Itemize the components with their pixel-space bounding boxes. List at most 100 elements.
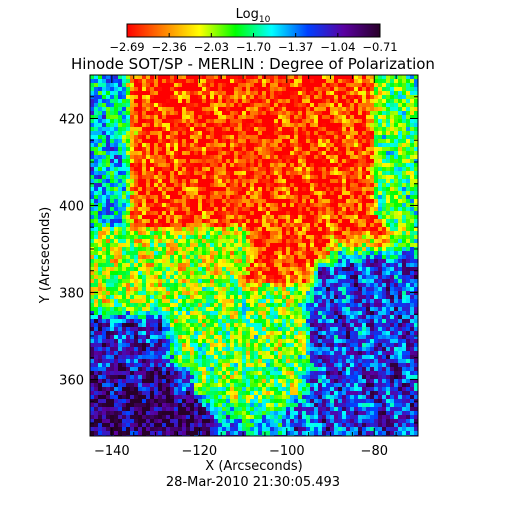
heatmap-cell bbox=[138, 143, 143, 148]
heatmap-cell bbox=[290, 87, 295, 92]
heatmap-cell bbox=[210, 159, 215, 164]
heatmap-cell bbox=[118, 259, 123, 264]
heatmap-cell bbox=[154, 211, 159, 216]
heatmap-cell bbox=[106, 255, 111, 260]
heatmap-cell bbox=[234, 123, 239, 128]
heatmap-cell bbox=[306, 267, 311, 272]
heatmap-cell bbox=[126, 279, 131, 284]
heatmap-cell bbox=[302, 127, 307, 132]
heatmap-cell bbox=[322, 251, 327, 256]
heatmap-cell bbox=[270, 183, 275, 188]
heatmap-cell bbox=[302, 103, 307, 108]
heatmap-cell bbox=[354, 251, 359, 256]
heatmap-cell bbox=[162, 103, 167, 108]
heatmap-cell bbox=[182, 255, 187, 260]
heatmap-cell bbox=[334, 207, 339, 212]
heatmap-cell bbox=[142, 311, 147, 316]
heatmap-cell bbox=[178, 151, 183, 156]
heatmap-cell bbox=[334, 199, 339, 204]
heatmap-cell bbox=[370, 179, 375, 184]
heatmap-cell bbox=[306, 215, 311, 220]
heatmap-cell bbox=[282, 107, 287, 112]
heatmap-cell bbox=[98, 303, 103, 308]
heatmap-cell bbox=[382, 131, 387, 136]
heatmap-cell bbox=[358, 143, 363, 148]
heatmap-cell bbox=[238, 183, 243, 188]
heatmap-cell bbox=[326, 303, 331, 308]
heatmap-cell bbox=[306, 127, 311, 132]
heatmap-cell bbox=[234, 263, 239, 268]
heatmap-cell bbox=[142, 123, 147, 128]
heatmap-cell bbox=[166, 119, 171, 124]
heatmap-cell bbox=[170, 167, 175, 172]
heatmap bbox=[90, 75, 418, 436]
heatmap-cell bbox=[254, 223, 259, 228]
heatmap-cell bbox=[306, 111, 311, 116]
heatmap-cell bbox=[162, 211, 167, 216]
heatmap-cell bbox=[258, 291, 263, 296]
heatmap-cell bbox=[330, 299, 335, 304]
heatmap-cell bbox=[414, 163, 418, 168]
heatmap-cell bbox=[390, 267, 395, 272]
heatmap-cell bbox=[242, 199, 247, 204]
heatmap-cell bbox=[126, 175, 131, 180]
heatmap-cell bbox=[322, 231, 327, 236]
heatmap-cell bbox=[278, 207, 283, 212]
heatmap-cell bbox=[378, 175, 383, 180]
heatmap-cell bbox=[134, 255, 139, 260]
heatmap-cell bbox=[406, 135, 411, 140]
heatmap-cell bbox=[414, 311, 418, 316]
heatmap-cell bbox=[310, 119, 315, 124]
heatmap-cell bbox=[182, 175, 187, 180]
heatmap-cell bbox=[322, 299, 327, 304]
heatmap-cell bbox=[102, 99, 107, 104]
heatmap-cell bbox=[370, 291, 375, 296]
heatmap-cell bbox=[162, 179, 167, 184]
heatmap-cell bbox=[142, 139, 147, 144]
heatmap-cell bbox=[122, 183, 127, 188]
heatmap-cell bbox=[138, 131, 143, 136]
heatmap-cell bbox=[134, 239, 139, 244]
heatmap-cell bbox=[206, 123, 211, 128]
heatmap-cell bbox=[102, 155, 107, 160]
heatmap-cell bbox=[254, 255, 259, 260]
heatmap-cell bbox=[382, 179, 387, 184]
heatmap-cell bbox=[390, 143, 395, 148]
heatmap-cell bbox=[194, 151, 199, 156]
heatmap-cell bbox=[282, 79, 287, 84]
heatmap-cell bbox=[306, 271, 311, 276]
heatmap-cell bbox=[146, 207, 151, 212]
heatmap-cell bbox=[154, 299, 159, 304]
heatmap-cell bbox=[310, 251, 315, 256]
heatmap-cell bbox=[150, 231, 155, 236]
heatmap-cell bbox=[354, 211, 359, 216]
heatmap-cell bbox=[286, 171, 291, 176]
heatmap-cell bbox=[262, 155, 267, 160]
heatmap-cell bbox=[138, 151, 143, 156]
heatmap-cell bbox=[314, 227, 319, 232]
heatmap-cell bbox=[358, 147, 363, 152]
heatmap-cell bbox=[246, 179, 251, 184]
heatmap-cell bbox=[318, 291, 323, 296]
heatmap-cell bbox=[254, 211, 259, 216]
heatmap-cell bbox=[98, 215, 103, 220]
heatmap-cell bbox=[130, 195, 135, 200]
heatmap-cell bbox=[266, 147, 271, 152]
heatmap-cell bbox=[146, 303, 151, 308]
heatmap-cell bbox=[278, 79, 283, 84]
heatmap-cell bbox=[102, 243, 107, 248]
heatmap-cell bbox=[94, 191, 99, 196]
heatmap-cell bbox=[282, 247, 287, 252]
heatmap-cell bbox=[266, 271, 271, 276]
heatmap-cell bbox=[154, 207, 159, 212]
heatmap-cell bbox=[354, 219, 359, 224]
heatmap-cell bbox=[318, 183, 323, 188]
heatmap-cell bbox=[274, 299, 279, 304]
heatmap-cell bbox=[114, 147, 119, 152]
heatmap-cell bbox=[106, 239, 111, 244]
heatmap-cell bbox=[134, 311, 139, 316]
heatmap-cell bbox=[174, 227, 179, 232]
heatmap-cell bbox=[370, 215, 375, 220]
heatmap-cell bbox=[398, 75, 403, 80]
heatmap-cell bbox=[286, 295, 291, 300]
